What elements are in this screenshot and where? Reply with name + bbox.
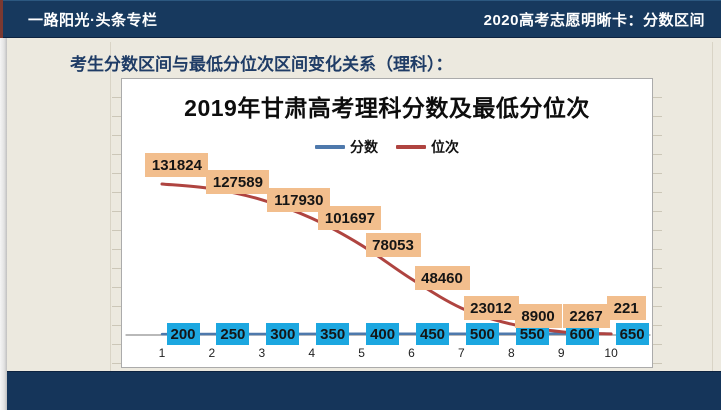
- rank-label: 131824: [145, 153, 209, 177]
- left-accent-stripe: [0, 0, 3, 38]
- brand-title: 一路阳光·头条专栏: [28, 11, 158, 29]
- header-bar: 一路阳光·头条专栏 2020高考志愿明晰卡：分数区间: [2, 0, 721, 38]
- x-tick-label: 9: [557, 346, 565, 360]
- legend-item-ranks: 位次: [396, 137, 459, 157]
- score-label: 550: [515, 323, 549, 345]
- x-tick-label: 8: [507, 346, 515, 360]
- chart-title: 2019年甘肃高考理科分数及最低分位次: [184, 95, 590, 121]
- x-tick-label: 10: [604, 346, 618, 360]
- score-label: 350: [316, 323, 350, 345]
- window-left-edge: [0, 38, 7, 410]
- x-tick-label: 3: [258, 346, 266, 360]
- rank-label: 221: [606, 296, 646, 320]
- x-tick-label: 1: [158, 346, 166, 360]
- score-label: 600: [565, 323, 599, 345]
- legend-label-scores: 分数: [350, 139, 378, 155]
- rank-label: 48460: [414, 266, 470, 290]
- rank-label: 101697: [318, 206, 382, 230]
- chart-object[interactable]: 2019年甘肃高考理科分数及最低分位次 分数 位次 200 250 300 350 40…: [121, 78, 653, 368]
- legend-label-ranks: 位次: [431, 139, 459, 155]
- x-tick-label: 4: [308, 346, 316, 360]
- score-label: 450: [416, 323, 449, 345]
- score-label: 300: [266, 323, 300, 345]
- score-line-swatch-icon: [315, 145, 345, 149]
- spreadsheet-gridline: [712, 42, 713, 371]
- rank-label: 78053: [365, 233, 421, 257]
- x-tick-label: 2: [208, 346, 216, 360]
- rank-label: 8900: [514, 304, 562, 328]
- x-tick-label: 6: [408, 346, 415, 360]
- header-topic: 2020高考志愿明晰卡：分数区间: [483, 11, 705, 29]
- rank-label: 2267: [562, 304, 610, 328]
- chart-legend: 分数 位次: [122, 137, 652, 157]
- spreadsheet-row-stubs: [112, 79, 121, 368]
- rank-line-swatch-icon: [396, 145, 426, 149]
- score-label: 200: [166, 323, 200, 345]
- score-label: 500: [465, 323, 499, 345]
- score-label: 400: [366, 323, 400, 345]
- score-label: 650: [615, 323, 649, 345]
- rank-label: 23012: [463, 296, 519, 320]
- x-tick-label: 7: [458, 346, 465, 360]
- spreadsheet-gridline: [110, 42, 111, 371]
- rank-label: 127589: [206, 170, 270, 194]
- footer-bar: [7, 371, 721, 410]
- section-subtitle: 考生分数区间与最低分位次区间变化关系（理科）：: [70, 55, 453, 74]
- score-label: 250: [216, 323, 250, 345]
- spreadsheet-row-stubs: [653, 79, 662, 368]
- x-tick-label: 5: [358, 346, 365, 360]
- legend-item-scores: 分数: [315, 137, 378, 157]
